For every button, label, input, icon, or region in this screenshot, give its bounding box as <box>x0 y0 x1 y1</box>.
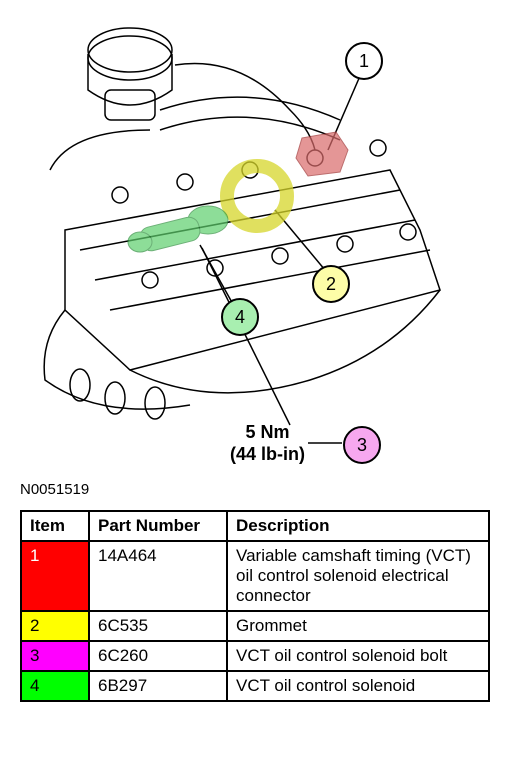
pn-cell-4: 6B297 <box>89 671 227 701</box>
header-pn: Part Number <box>89 511 227 541</box>
table-header-row: Item Part Number Description <box>21 511 489 541</box>
desc-cell-3: VCT oil control solenoid bolt <box>227 641 489 671</box>
parts-table: Item Part Number Description 1 14A464 Va… <box>20 510 490 702</box>
header-desc: Description <box>227 511 489 541</box>
item-cell-4: 4 <box>21 671 89 701</box>
item-cell-3: 3 <box>21 641 89 671</box>
item-cell-1: 1 <box>21 541 89 611</box>
table-row: 3 6C260 VCT oil control solenoid bolt <box>21 641 489 671</box>
desc-cell-4: VCT oil control solenoid <box>227 671 489 701</box>
engine-diagram: 1 2 3 4 5 Nm (44 lb-in) <box>10 10 496 475</box>
reference-number: N0051519 <box>20 481 496 498</box>
desc-cell-1: Variable camshaft timing (VCT) oil contr… <box>227 541 489 611</box>
pn-cell-2: 6C535 <box>89 611 227 641</box>
table-row: 1 14A464 Variable camshaft timing (VCT) … <box>21 541 489 611</box>
pn-cell-3: 6C260 <box>89 641 227 671</box>
table-row: 4 6B297 VCT oil control solenoid <box>21 671 489 701</box>
desc-cell-2: Grommet <box>227 611 489 641</box>
item-cell-2: 2 <box>21 611 89 641</box>
pn-cell-1: 14A464 <box>89 541 227 611</box>
header-item: Item <box>21 511 89 541</box>
table-row: 2 6C535 Grommet <box>21 611 489 641</box>
torque-leader <box>10 10 496 475</box>
